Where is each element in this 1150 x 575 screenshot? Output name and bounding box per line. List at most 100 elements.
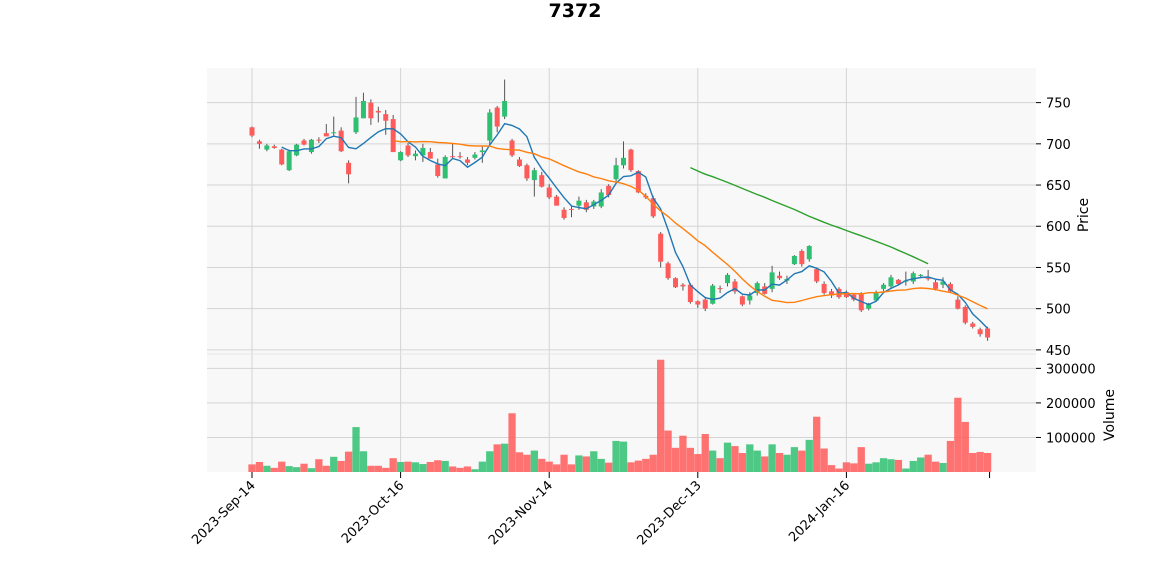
x-tick-label: 2024-Jan-16 [786,478,853,545]
candle-body [829,291,835,296]
candle-body [717,288,723,290]
volume-bar [657,359,665,472]
volume-bar [255,461,264,472]
volume-bar [827,465,836,472]
candle-body [665,263,671,279]
candle-body [888,277,894,287]
volume-bar [337,460,345,472]
volume-axis-label: Volume [1102,389,1118,441]
volume-bar [753,450,761,472]
candle-body [375,110,381,113]
volume-bar [790,447,799,472]
volume-bar [582,456,590,472]
candle-body [464,159,470,163]
price-tick-label: 600 [1046,220,1071,235]
candle-body [546,187,552,198]
candle-body [680,284,686,287]
volume-bar [723,442,732,472]
volume-bar [463,466,472,472]
candle-body [516,159,522,167]
volume-bar [902,468,910,472]
volume-bar [768,444,776,472]
candle-body [346,162,352,175]
candle-body [294,144,300,156]
candle-body [308,139,314,153]
candle-body [509,140,515,156]
volume-bar [448,466,457,472]
volume-bar [426,461,434,472]
candle-body [405,145,411,156]
candle-body [814,269,820,282]
candle-body [970,323,976,327]
volume-bar [352,427,360,472]
price-panel-bg [207,68,1036,354]
volume-bar [686,447,695,472]
volume-bar [604,462,613,472]
volume-bar [842,462,851,472]
candle-body [754,283,760,294]
candle-body [264,145,270,150]
x-tick-label: 2023-Oct-16 [339,478,407,546]
volume-bar [263,465,271,472]
volume-bar [917,457,925,472]
volume-tick-label: 100000 [1046,431,1096,446]
volume-bar [523,454,531,472]
candle-body [598,192,604,207]
candle-body [650,198,656,217]
volume-bar [597,458,605,472]
candle-body [301,140,307,145]
volume-bar [567,464,576,472]
volume-bar [761,456,769,472]
candle-body [791,255,797,265]
volume-bar [374,465,382,472]
candle-body [360,100,366,119]
volume-bar [746,444,754,472]
price-axis-label: Price [1076,198,1092,232]
candle-body [368,102,374,119]
volume-bar [835,468,843,472]
candle-body [256,141,262,144]
volume-bar [359,451,368,472]
chart-title: 7372 [548,0,602,22]
price-tick-label: 700 [1046,138,1071,153]
volume-bar [344,451,353,472]
candle-body [420,147,426,156]
volume-tick-label: 200000 [1046,397,1096,412]
volume-bar [560,454,568,472]
volume-bar [456,467,464,472]
moving-average-lines [281,122,989,329]
volume-bar [634,460,643,472]
candle-body [286,151,292,171]
volume-bar [649,454,657,472]
candle-body [249,127,255,136]
candle-body [851,294,857,300]
volume-bar [382,467,390,472]
candle-body [390,119,396,153]
candle-body [895,279,901,284]
volume-bar [292,467,301,472]
price-tick-label: 650 [1046,179,1071,194]
candle-body [279,149,285,165]
volume-bar [471,469,479,472]
candle-body [531,170,537,181]
volume-bar [330,456,338,472]
candle-body [843,292,849,298]
candle-body [910,273,916,282]
candle-body [806,246,812,260]
volume-bar [894,459,903,472]
candle-body [398,152,404,161]
candle-body [338,130,344,152]
volume-bar [508,413,516,472]
volume-bar [679,435,687,472]
candle-body [583,202,589,210]
candle-body [353,117,359,133]
volume-bar [612,440,620,472]
volume-bar [939,463,947,472]
candle-body [628,149,634,171]
volume-bar [404,461,412,472]
candle-body [621,157,626,166]
volume-bar [441,460,449,472]
volume-bar [538,458,546,472]
candle-body [331,132,337,134]
volume-tick-label: 300000 [1046,362,1096,377]
